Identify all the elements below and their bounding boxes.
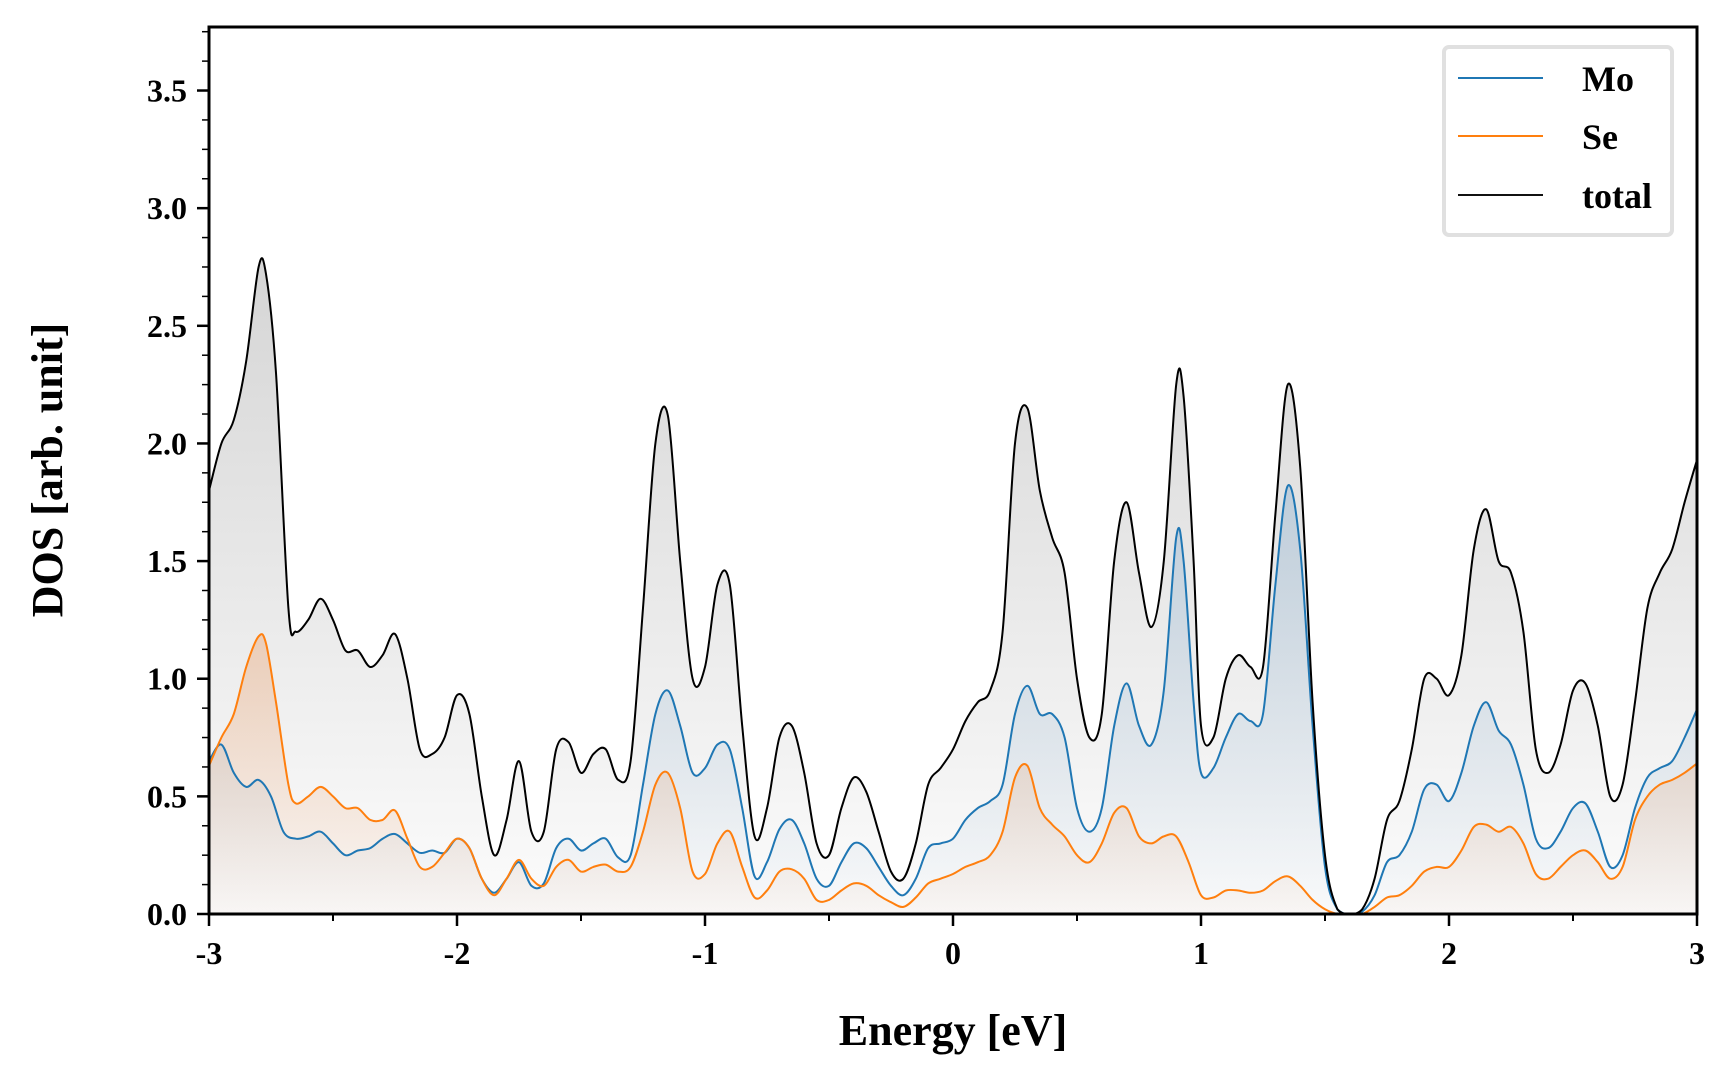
line-se: [209, 633, 1697, 914]
area-fill-se: [209, 634, 1697, 914]
y-tick-label: 1.0: [147, 661, 187, 697]
x-tick-label: 2: [1441, 935, 1457, 971]
axes: -3 -2 -1 0 1 2 3 0.0 0.5 1.0 1.5 2.0 2.5 3.0 3.5: [147, 25, 1705, 971]
y-tick-label: 0.0: [147, 896, 187, 932]
legend-label-mo: Mo: [1582, 59, 1634, 99]
y-tick-label: 2.0: [147, 425, 187, 461]
x-tick-label: 1: [1193, 935, 1209, 971]
x-tick-label: 3: [1689, 935, 1705, 971]
y-tick-label: 3.5: [147, 73, 187, 109]
y-tick-label: 0.5: [147, 778, 187, 814]
series-lines: [209, 257, 1697, 914]
y-tick-label: 3.0: [147, 190, 187, 226]
y-tick-label: 1.5: [147, 543, 187, 579]
x-tick-label: -1: [692, 935, 719, 971]
x-tick-label: -3: [196, 935, 223, 971]
y-tick-label: 2.5: [147, 308, 187, 344]
legend: Mo Se total: [1442, 45, 1674, 237]
x-axis-label: Energy [eV]: [839, 1006, 1068, 1055]
legend-box: [1442, 45, 1674, 237]
legend-label-se: Se: [1582, 117, 1618, 157]
x-tick-label: 0: [945, 935, 961, 971]
line-total: [209, 257, 1697, 914]
legend-label-total: total: [1582, 176, 1652, 216]
area-fills: [209, 258, 1697, 914]
y-axis-label: DOS [arb. unit]: [23, 323, 72, 618]
x-tick-label: -2: [444, 935, 471, 971]
